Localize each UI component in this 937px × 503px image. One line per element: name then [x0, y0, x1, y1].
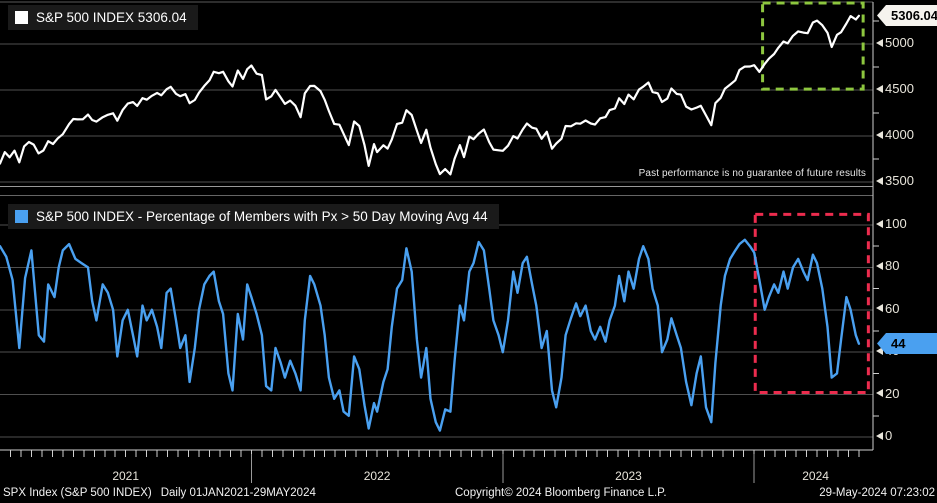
- tick-arrow-icon: [876, 261, 883, 270]
- tick-arrow-icon: [876, 130, 883, 139]
- breadth-line: [0, 238, 861, 432]
- y-tick-label: 80: [876, 258, 899, 273]
- green-highlight-box: [761, 1, 865, 91]
- breadth-legend[interactable]: S&P 500 INDEX - Percentage of Members wi…: [8, 204, 499, 229]
- y-tick-label: 0: [876, 428, 892, 443]
- timestamp-text: 29-May-2024 07:23:02: [819, 487, 935, 499]
- status-bar: SPX Index (S&P 500 INDEX) Daily 01JAN202…: [0, 486, 937, 503]
- top-legend-label: S&P 500 INDEX 5306.04: [36, 10, 187, 25]
- year-label: 2024: [802, 469, 829, 483]
- security-name: SPX Index (S&P 500 INDEX): [3, 487, 152, 499]
- tick-arrow-icon: [876, 431, 883, 440]
- red-highlight-box: [753, 212, 870, 394]
- y-tick-label: 60: [876, 301, 899, 316]
- y-tick-label: 4500: [876, 81, 914, 96]
- periodicity-range: Daily 01JAN2021-29MAY2024: [160, 487, 316, 499]
- tick-arrow-icon: [876, 389, 883, 398]
- top-legend[interactable]: S&P 500 INDEX 5306.04: [8, 5, 198, 30]
- year-label: 2023: [615, 469, 642, 483]
- sp500-series-swatch-icon: [15, 11, 28, 24]
- bottom-plot-area[interactable]: [0, 196, 873, 450]
- y-tick-label: 100: [876, 216, 907, 231]
- tick-arrow-icon: [876, 38, 883, 47]
- y-tick-label: 4000: [876, 127, 914, 142]
- tick-arrow-icon: [876, 346, 883, 355]
- tick-arrow-icon: [876, 219, 883, 228]
- breadth-series-swatch-icon: [15, 210, 28, 223]
- year-label: 2022: [363, 469, 391, 483]
- sp500-price-line: [0, 14, 861, 176]
- last-price-badge: 5306.04: [877, 5, 937, 26]
- tick-arrow-icon: [876, 176, 883, 185]
- y-tick-label: 5000: [876, 35, 914, 50]
- breadth-legend-label: S&P 500 INDEX - Percentage of Members wi…: [36, 209, 488, 224]
- disclaimer-text: Past performance is no guarantee of futu…: [638, 168, 866, 179]
- copyright-text: Copyright© 2024 Bloomberg Finance L.P.: [455, 487, 667, 499]
- breadth-value-badge: 44: [877, 333, 937, 354]
- y-tick-label: 3500: [876, 173, 914, 188]
- y-tick-label: 20: [876, 386, 899, 401]
- year-label: 2021: [112, 469, 140, 483]
- tick-arrow-icon: [876, 304, 883, 313]
- tick-arrow-icon: [876, 84, 883, 93]
